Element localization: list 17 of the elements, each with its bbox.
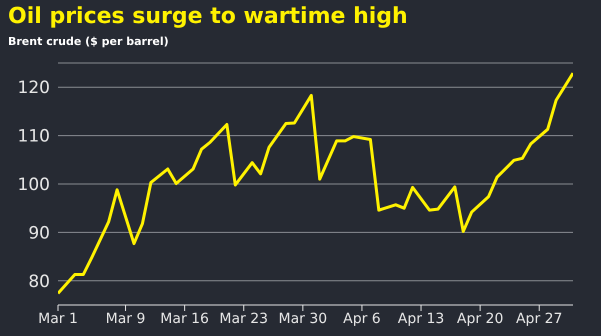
y-tick-label: 100 [18, 175, 50, 196]
y-tick-label: 110 [18, 126, 50, 147]
x-tick-label: Apr 6 [343, 310, 381, 327]
y-tick-label: 80 [28, 272, 50, 292]
x-tick-label: Mar 23 [219, 310, 268, 327]
x-tick-label: Mar 30 [278, 310, 328, 327]
chart-title: Oil prices surge to wartime high [8, 4, 408, 29]
x-tick-label: Apr 20 [456, 310, 504, 327]
y-tick-label: 90 [28, 223, 50, 244]
x-tick-label: Apr 13 [398, 310, 444, 327]
x-tick-label: Apr 27 [516, 310, 562, 327]
x-tick-label: Mar 1 [38, 310, 78, 327]
chart-subtitle: Brent crude ($ per barrel) [8, 35, 169, 48]
line-series [58, 72, 573, 295]
x-tick-label: Mar 9 [106, 310, 146, 327]
x-tick-label: Mar 16 [160, 310, 210, 327]
y-tick-label: 120 [18, 78, 50, 98]
